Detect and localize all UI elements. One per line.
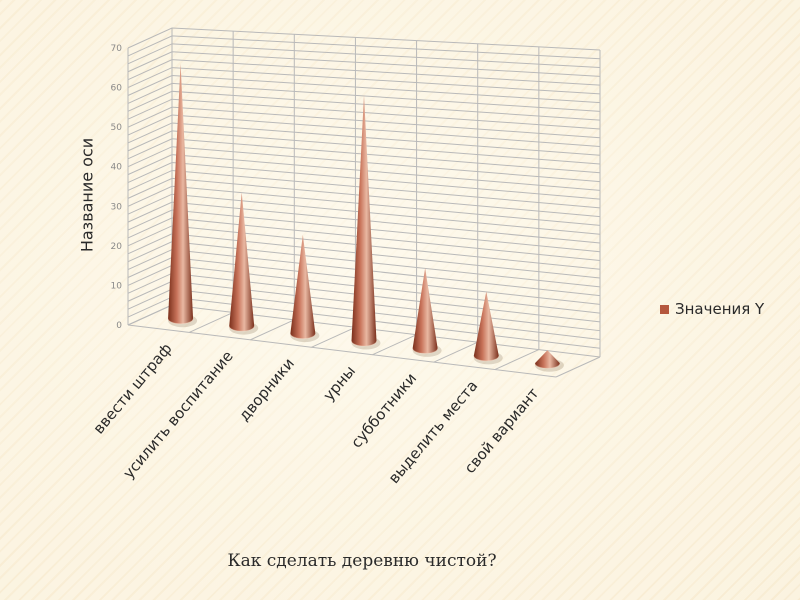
x-axis-title: Как сделать деревню чистой? [227, 551, 497, 571]
chart-legend: Значения Y [660, 300, 764, 318]
y-tick-label: 60 [111, 84, 123, 94]
cone-mark [534, 350, 564, 372]
y-tick-label: 40 [111, 163, 123, 173]
legend-swatch [660, 304, 669, 314]
y-axis-ticks: 0 10 20 30 40 50 60 70 [111, 44, 123, 331]
y-tick-label: 30 [111, 202, 123, 212]
legend-label: Значения Y [675, 300, 765, 318]
cone-mark [289, 234, 320, 343]
y-tick-label: 0 [116, 321, 122, 331]
cone-mark [167, 63, 198, 328]
category-label: дворники [235, 355, 298, 425]
y-axis-title: Название оси [77, 137, 97, 253]
category-label: субботники [347, 369, 420, 451]
cone-mark [351, 94, 381, 350]
cone-mark [228, 192, 259, 335]
category-label: урны [320, 362, 360, 404]
y-tick-label: 70 [111, 44, 123, 54]
chart-gridlines [127, 27, 601, 378]
y-tick-label: 10 [111, 281, 123, 291]
category-label: усилить воспитание [119, 347, 236, 482]
chart-cones [167, 63, 564, 372]
cone-mark [473, 291, 503, 365]
y-tick-label: 50 [111, 123, 123, 133]
y-tick-label: 20 [111, 242, 123, 252]
cone-mark [412, 268, 442, 357]
